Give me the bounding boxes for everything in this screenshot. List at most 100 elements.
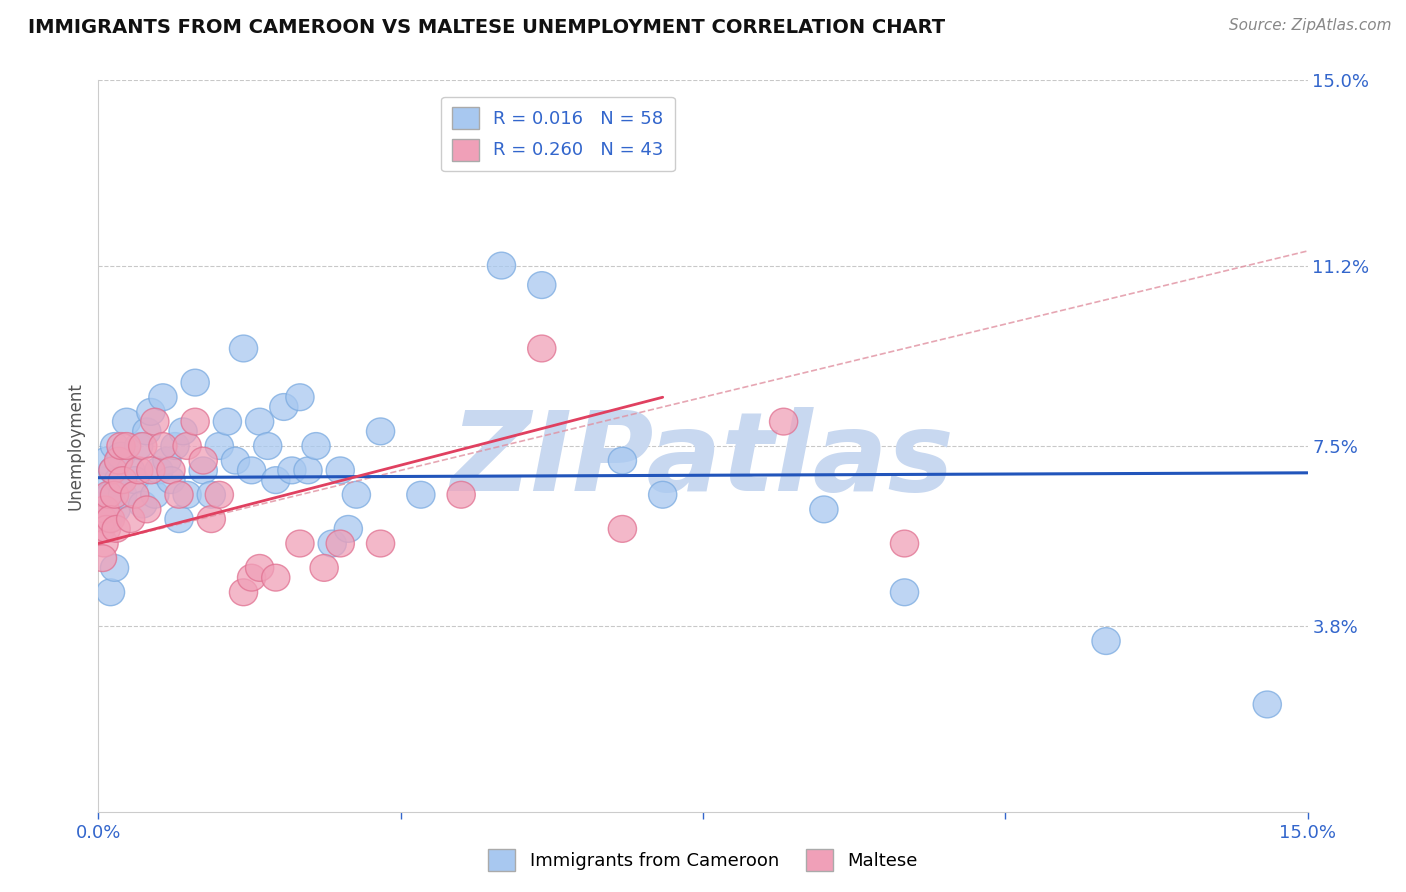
Ellipse shape: [253, 433, 281, 459]
Ellipse shape: [890, 530, 918, 557]
Ellipse shape: [100, 555, 129, 582]
Ellipse shape: [89, 545, 117, 572]
Ellipse shape: [302, 433, 330, 459]
Ellipse shape: [100, 433, 129, 459]
Ellipse shape: [132, 418, 160, 445]
Ellipse shape: [90, 530, 118, 557]
Ellipse shape: [173, 482, 201, 508]
Ellipse shape: [309, 555, 339, 582]
Ellipse shape: [93, 447, 121, 474]
Ellipse shape: [108, 482, 136, 508]
Ellipse shape: [129, 433, 157, 459]
Ellipse shape: [238, 457, 266, 483]
Ellipse shape: [125, 433, 153, 459]
Ellipse shape: [89, 486, 117, 513]
Ellipse shape: [190, 457, 218, 483]
Ellipse shape: [117, 457, 145, 483]
Ellipse shape: [165, 506, 193, 533]
Ellipse shape: [205, 482, 233, 508]
Ellipse shape: [112, 433, 141, 459]
Ellipse shape: [169, 418, 197, 445]
Ellipse shape: [93, 516, 121, 542]
Ellipse shape: [91, 467, 120, 493]
Ellipse shape: [648, 482, 676, 508]
Ellipse shape: [160, 433, 188, 459]
Ellipse shape: [238, 565, 266, 591]
Ellipse shape: [190, 447, 218, 474]
Text: ZIPatlas: ZIPatlas: [451, 407, 955, 514]
Ellipse shape: [145, 457, 173, 483]
Text: IMMIGRANTS FROM CAMEROON VS MALTESE UNEMPLOYMENT CORRELATION CHART: IMMIGRANTS FROM CAMEROON VS MALTESE UNEM…: [28, 18, 945, 37]
Ellipse shape: [246, 409, 274, 435]
Ellipse shape: [810, 496, 838, 523]
Ellipse shape: [117, 506, 145, 533]
Ellipse shape: [527, 335, 555, 362]
Ellipse shape: [447, 482, 475, 508]
Ellipse shape: [104, 447, 132, 474]
Ellipse shape: [367, 418, 395, 445]
Text: Source: ZipAtlas.com: Source: ZipAtlas.com: [1229, 18, 1392, 33]
Ellipse shape: [294, 457, 322, 483]
Ellipse shape: [406, 482, 434, 508]
Ellipse shape: [181, 409, 209, 435]
Ellipse shape: [173, 433, 201, 459]
Ellipse shape: [326, 457, 354, 483]
Ellipse shape: [335, 516, 363, 542]
Ellipse shape: [141, 482, 169, 508]
Ellipse shape: [278, 457, 307, 483]
Ellipse shape: [103, 496, 131, 523]
Ellipse shape: [229, 335, 257, 362]
Ellipse shape: [527, 272, 555, 299]
Ellipse shape: [89, 506, 117, 533]
Legend: Immigrants from Cameroon, Maltese: Immigrants from Cameroon, Maltese: [481, 842, 925, 879]
Ellipse shape: [318, 530, 346, 557]
Ellipse shape: [285, 530, 314, 557]
Ellipse shape: [181, 369, 209, 396]
Ellipse shape: [98, 457, 127, 483]
Ellipse shape: [157, 457, 186, 483]
Ellipse shape: [98, 457, 127, 483]
Ellipse shape: [165, 482, 193, 508]
Ellipse shape: [1253, 691, 1281, 718]
Ellipse shape: [108, 467, 136, 493]
Ellipse shape: [91, 496, 120, 523]
Ellipse shape: [104, 467, 132, 493]
Ellipse shape: [1092, 628, 1121, 655]
Ellipse shape: [285, 384, 314, 410]
Ellipse shape: [97, 506, 125, 533]
Ellipse shape: [129, 491, 157, 518]
Ellipse shape: [326, 530, 354, 557]
Ellipse shape: [97, 579, 125, 606]
Ellipse shape: [94, 482, 122, 508]
Ellipse shape: [342, 482, 371, 508]
Ellipse shape: [136, 457, 165, 483]
Ellipse shape: [132, 496, 160, 523]
Ellipse shape: [769, 409, 797, 435]
Ellipse shape: [121, 467, 149, 493]
Ellipse shape: [270, 393, 298, 420]
Ellipse shape: [197, 506, 225, 533]
Ellipse shape: [197, 482, 225, 508]
Ellipse shape: [100, 482, 129, 508]
Ellipse shape: [262, 565, 290, 591]
Ellipse shape: [112, 409, 141, 435]
Ellipse shape: [149, 433, 177, 459]
Ellipse shape: [94, 506, 122, 533]
Ellipse shape: [136, 399, 165, 425]
Ellipse shape: [103, 516, 131, 542]
Ellipse shape: [141, 409, 169, 435]
Legend: R = 0.016   N = 58, R = 0.260   N = 43: R = 0.016 N = 58, R = 0.260 N = 43: [441, 96, 675, 171]
Ellipse shape: [246, 555, 274, 582]
Ellipse shape: [609, 447, 637, 474]
Y-axis label: Unemployment: Unemployment: [66, 382, 84, 510]
Ellipse shape: [609, 516, 637, 542]
Ellipse shape: [153, 447, 181, 474]
Ellipse shape: [229, 579, 257, 606]
Ellipse shape: [87, 516, 115, 542]
Ellipse shape: [121, 482, 149, 508]
Ellipse shape: [367, 530, 395, 557]
Ellipse shape: [205, 433, 233, 459]
Ellipse shape: [157, 467, 186, 493]
Ellipse shape: [221, 447, 250, 474]
Ellipse shape: [125, 457, 153, 483]
